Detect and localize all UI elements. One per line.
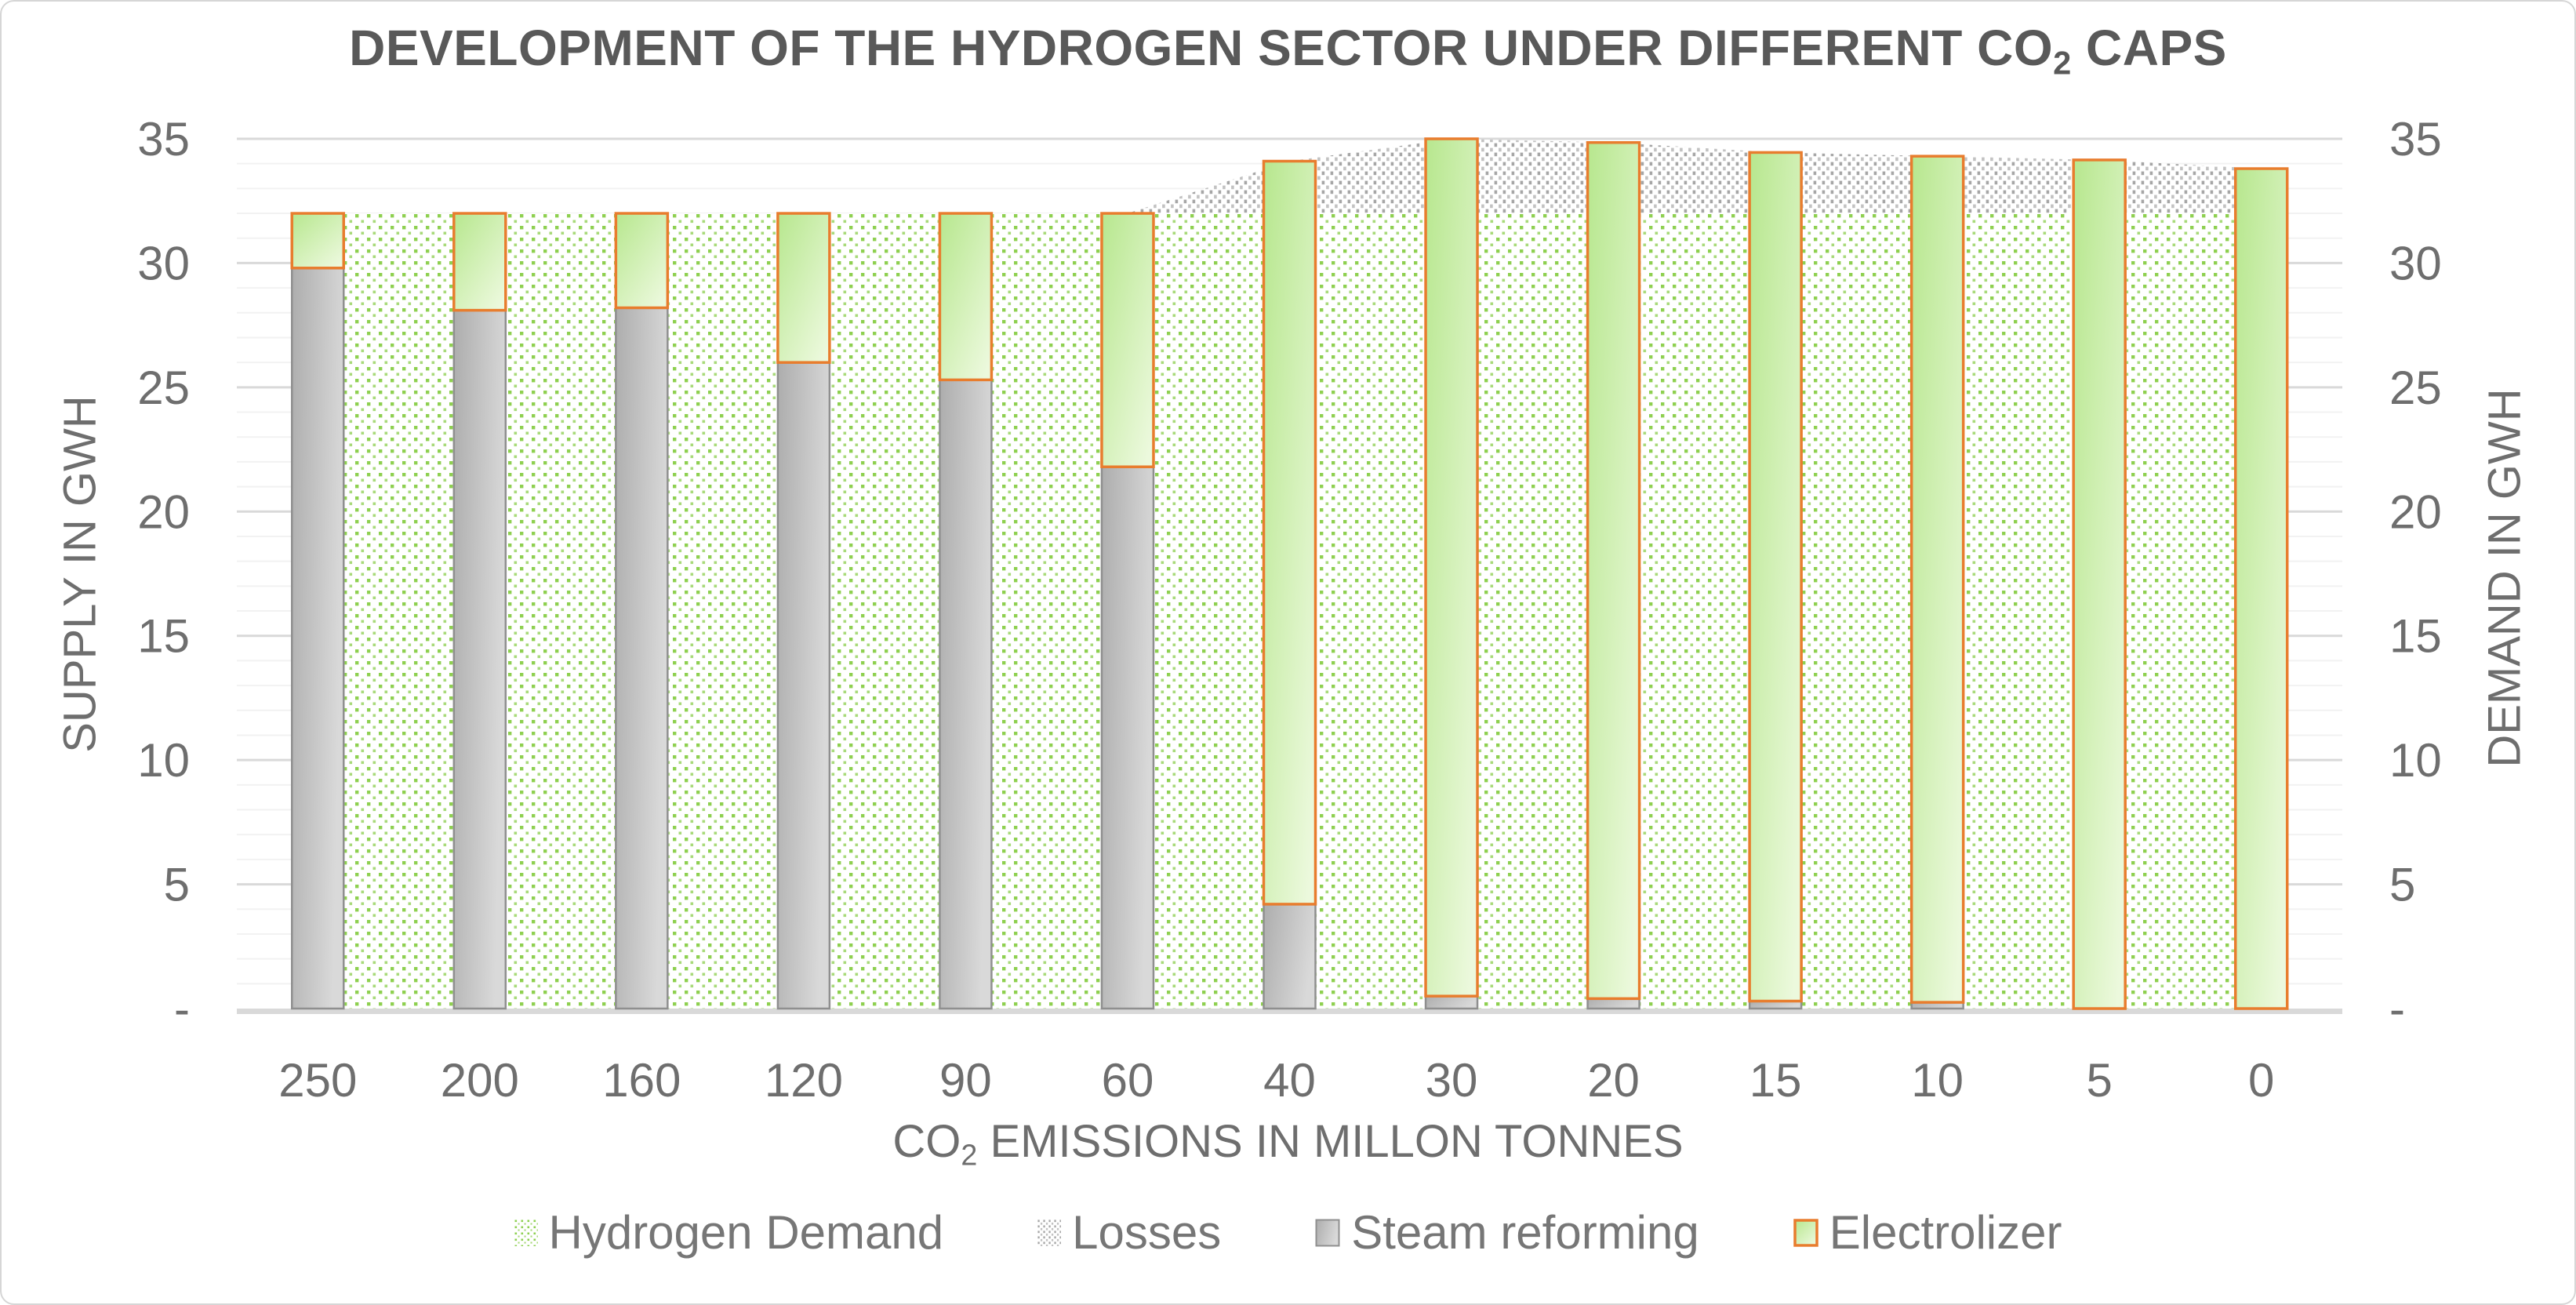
bar-steam-reforming-90 xyxy=(939,379,993,1010)
steam-reforming-swatch-icon xyxy=(1315,1219,1340,1246)
x-axis-line xyxy=(237,1009,2342,1014)
losses-swatch-icon xyxy=(1037,1219,1062,1246)
x-tick-label-160: 160 xyxy=(602,1054,681,1107)
left-axis-title: SUPPLY IN GWH xyxy=(54,395,106,753)
x-tick-label-120: 120 xyxy=(765,1054,843,1107)
y-tick-label-left-35: 35 xyxy=(137,113,190,165)
bar-steam-reforming-160 xyxy=(615,307,669,1010)
legend-item-steam-reforming: Steam reforming xyxy=(1315,1205,1699,1260)
bar-electrolizer-160 xyxy=(614,212,670,310)
bar-steam-reforming-250 xyxy=(291,267,345,1010)
legend-label-steam-reforming: Steam reforming xyxy=(1351,1206,1699,1259)
y-tick-label-right-15: 15 xyxy=(2389,610,2442,663)
x-tick-label-5: 5 xyxy=(2087,1054,2113,1107)
supply-bars xyxy=(290,137,2289,1010)
x-tick-label-90: 90 xyxy=(939,1054,992,1107)
bar-electrolizer-20 xyxy=(1586,141,1641,1001)
bar-electrolizer-250 xyxy=(290,212,346,270)
y-tick-label-left-25: 25 xyxy=(137,362,190,414)
y-tick-label-left-5: 5 xyxy=(164,859,190,911)
bar-electrolizer-40 xyxy=(1262,159,1317,906)
bar-steam-reforming-20 xyxy=(1586,998,1640,1010)
electrolizer-swatch-icon xyxy=(1793,1218,1818,1247)
x-tick-label-250: 250 xyxy=(278,1054,357,1107)
y-tick-label-right-25: 25 xyxy=(2389,362,2442,414)
x-tick-label-40: 40 xyxy=(1263,1054,1316,1107)
y-tick-label-right-20: 20 xyxy=(2389,485,2442,538)
legend: Hydrogen Demand Losses Steam reforming E… xyxy=(2,1205,2574,1260)
legend-label-hydrogen-demand: Hydrogen Demand xyxy=(548,1206,944,1259)
chart-title: DEVELOPMENT OF THE HYDROGEN SECTOR UNDER… xyxy=(349,20,2227,82)
x-tick-label-15: 15 xyxy=(1749,1054,1802,1107)
tick-labels: 250 200 160 120 90 60 40 30 20 15 10 5 0 35 35 30 30 25 25… xyxy=(137,113,2442,1107)
x-tick-label-60: 60 xyxy=(1102,1054,1154,1107)
legend-item-hydrogen-demand: Hydrogen Demand xyxy=(514,1205,944,1260)
y-tick-label-left-10: 10 xyxy=(137,734,190,787)
x-tick-label-20: 20 xyxy=(1587,1054,1640,1107)
bar-electrolizer-5 xyxy=(2072,158,2127,1010)
y-tick-label-right--: - xyxy=(2389,983,2405,1035)
bar-steam-reforming-60 xyxy=(1100,466,1155,1010)
bar-electrolizer-60 xyxy=(1100,212,1155,469)
bar-electrolizer-15 xyxy=(1748,151,1803,1003)
y-tick-label-left-20: 20 xyxy=(137,485,190,538)
right-axis-title: DEMAND IN GWH xyxy=(2479,388,2531,768)
legend-label-losses: Losses xyxy=(1072,1206,1222,1259)
bar-steam-reforming-200 xyxy=(452,309,507,1010)
x-axis-title: CO2 EMISSIONS IN MILLON TONNES xyxy=(892,1116,1684,1172)
y-tick-label-left--: - xyxy=(174,983,190,1035)
bar-steam-reforming-40 xyxy=(1263,903,1317,1010)
bar-electrolizer-120 xyxy=(776,212,831,364)
x-tick-label-10: 10 xyxy=(1911,1054,1964,1107)
bar-electrolizer-200 xyxy=(452,212,507,312)
bar-steam-reforming-120 xyxy=(776,361,831,1010)
bar-electrolizer-90 xyxy=(938,212,994,382)
legend-label-electrolizer: Electrolizer xyxy=(1829,1206,2062,1259)
bar-steam-reforming-30 xyxy=(1424,994,1479,1010)
y-tick-label-right-30: 30 xyxy=(2389,237,2442,289)
y-tick-label-left-15: 15 xyxy=(137,610,190,663)
y-tick-label-right-10: 10 xyxy=(2389,734,2442,787)
y-tick-label-right-5: 5 xyxy=(2389,859,2415,911)
x-tick-label-200: 200 xyxy=(441,1054,519,1107)
bar-electrolizer-0 xyxy=(2233,167,2289,1010)
x-tick-label-0: 0 xyxy=(2248,1054,2274,1107)
bar-electrolizer-30 xyxy=(1424,137,1479,998)
y-tick-label-left-30: 30 xyxy=(137,237,190,289)
x-tick-label-30: 30 xyxy=(1426,1054,1478,1107)
legend-item-electrolizer: Electrolizer xyxy=(1793,1205,2062,1260)
hydrogen-demand-swatch-icon xyxy=(514,1219,538,1246)
legend-item-losses: Losses xyxy=(1037,1205,1221,1260)
bar-electrolizer-10 xyxy=(1909,154,1965,1004)
y-tick-label-right-35: 35 xyxy=(2389,113,2442,165)
